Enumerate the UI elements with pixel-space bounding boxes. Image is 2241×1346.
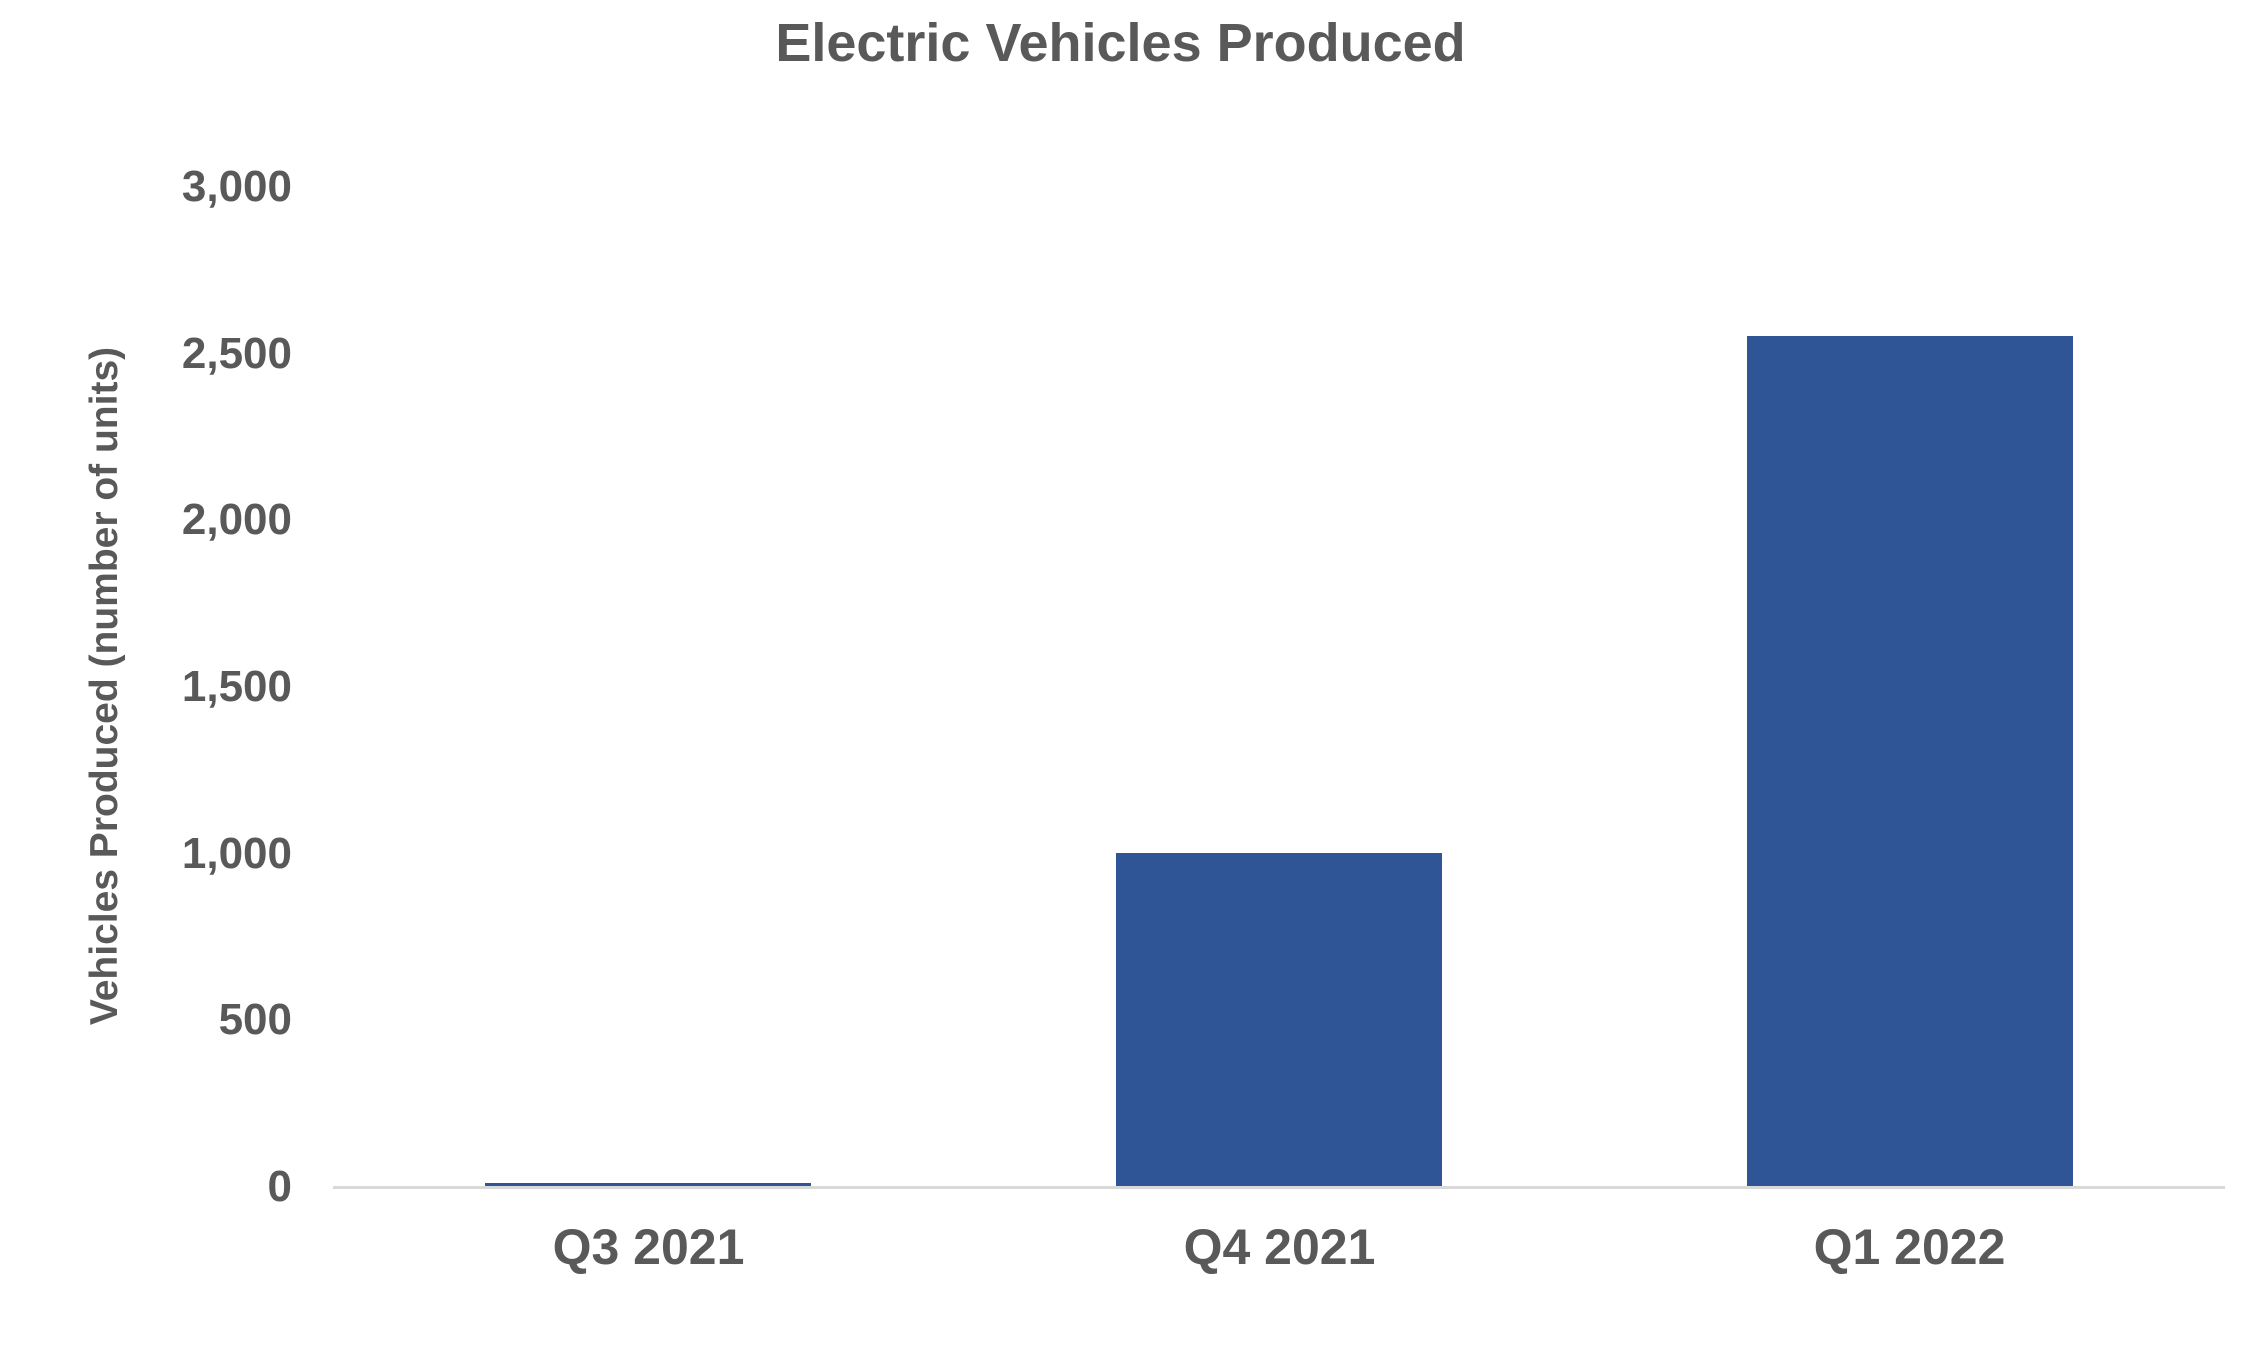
y-tick-label: 0: [267, 1162, 292, 1211]
bar-q3-2021: [485, 1183, 811, 1187]
y-tick-label: 2,500: [181, 328, 292, 378]
y-tick-label: 3,000: [181, 162, 292, 211]
x-tick-label: Q3 2021: [552, 1219, 745, 1275]
bar-q1-2022: [1747, 336, 2073, 1187]
chart-title: Electric Vehicles Produced: [775, 13, 1466, 73]
y-tick-label: 500: [218, 995, 292, 1045]
y-tick-label: 1,000: [181, 828, 292, 878]
plot-area: [333, 187, 2225, 1187]
y-tick-label: 2,000: [181, 495, 292, 545]
y-tick-label: 1,500: [181, 662, 292, 711]
x-tick-label: Q4 2021: [1183, 1219, 1376, 1275]
bar-q4-2021: [1116, 853, 1442, 1187]
x-tick-label: Q1 2022: [1813, 1219, 2006, 1275]
x-axis-line: [333, 1186, 2225, 1189]
